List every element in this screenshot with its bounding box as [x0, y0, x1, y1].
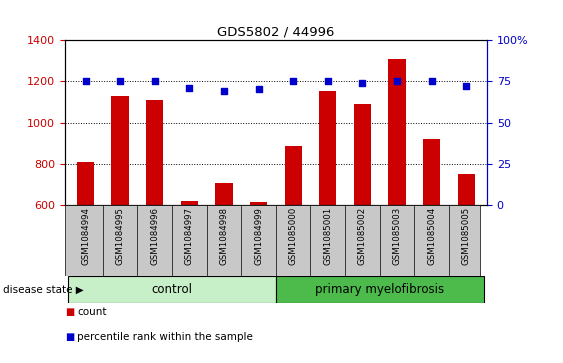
Text: control: control — [151, 283, 193, 296]
Point — [358, 80, 367, 86]
Point — [323, 78, 332, 84]
Bar — [215, 183, 233, 205]
Text: count: count — [77, 307, 106, 317]
Bar — [77, 162, 94, 205]
Bar — [319, 90, 337, 205]
Text: ■: ■ — [65, 307, 74, 317]
Bar — [354, 104, 371, 205]
Bar — [423, 139, 440, 205]
Text: GSM1085003: GSM1085003 — [392, 207, 401, 265]
Text: ■: ■ — [65, 332, 74, 342]
FancyBboxPatch shape — [65, 205, 480, 276]
Point — [220, 88, 229, 94]
Text: disease state ▶: disease state ▶ — [3, 285, 83, 294]
Text: GSM1085005: GSM1085005 — [462, 207, 471, 265]
Point — [427, 78, 436, 84]
Title: GDS5802 / 44996: GDS5802 / 44996 — [217, 26, 334, 39]
FancyBboxPatch shape — [68, 276, 276, 303]
Bar — [458, 174, 475, 205]
Bar — [388, 58, 406, 205]
Text: GSM1084998: GSM1084998 — [220, 207, 229, 265]
Text: GSM1084995: GSM1084995 — [115, 207, 124, 265]
Text: GSM1084997: GSM1084997 — [185, 207, 194, 265]
Bar — [111, 96, 129, 205]
Bar — [250, 202, 267, 205]
Bar — [181, 201, 198, 205]
FancyBboxPatch shape — [276, 276, 484, 303]
Text: GSM1085001: GSM1085001 — [323, 207, 332, 265]
Bar — [284, 146, 302, 205]
Point — [81, 78, 90, 84]
Point — [392, 78, 401, 84]
Point — [462, 83, 471, 89]
Bar — [146, 100, 163, 205]
Point — [150, 78, 159, 84]
Point — [289, 78, 298, 84]
Text: percentile rank within the sample: percentile rank within the sample — [77, 332, 253, 342]
Text: GSM1085002: GSM1085002 — [358, 207, 367, 265]
Text: GSM1084996: GSM1084996 — [150, 207, 159, 265]
Point — [185, 85, 194, 91]
Text: primary myelofibrosis: primary myelofibrosis — [315, 283, 444, 296]
Text: GSM1085000: GSM1085000 — [289, 207, 298, 265]
Point — [115, 78, 124, 84]
Text: GSM1084999: GSM1084999 — [254, 207, 263, 265]
Text: GSM1084994: GSM1084994 — [81, 207, 90, 265]
Text: GSM1085004: GSM1085004 — [427, 207, 436, 265]
Point — [254, 87, 263, 93]
